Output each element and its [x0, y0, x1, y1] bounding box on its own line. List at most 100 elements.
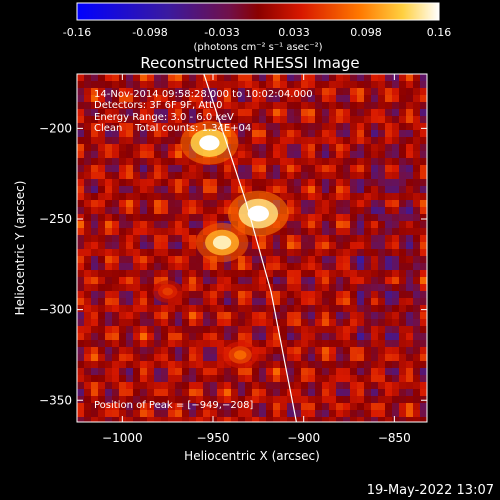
- texture-cell: [161, 172, 168, 179]
- texture-cell: [315, 305, 322, 312]
- texture-cell: [126, 263, 133, 270]
- texture-cell: [287, 144, 294, 151]
- texture-cell: [413, 116, 420, 123]
- texture-cell: [238, 333, 245, 340]
- texture-cell: [336, 368, 343, 375]
- texture-cell: [91, 361, 98, 368]
- texture-cell: [301, 116, 308, 123]
- texture-cell: [350, 88, 357, 95]
- texture-cell: [105, 277, 112, 284]
- texture-cell: [203, 361, 210, 368]
- texture-cell: [378, 95, 385, 102]
- texture-cell: [196, 382, 203, 389]
- texture-cell: [161, 375, 168, 382]
- texture-cell: [84, 144, 91, 151]
- texture-cell: [343, 221, 350, 228]
- texture-cell: [231, 179, 238, 186]
- texture-cell: [413, 354, 420, 361]
- texture-cell: [98, 249, 105, 256]
- texture-cell: [287, 179, 294, 186]
- texture-cell: [210, 326, 217, 333]
- texture-cell: [175, 277, 182, 284]
- texture-cell: [280, 277, 287, 284]
- texture-cell: [343, 109, 350, 116]
- texture-cell: [154, 207, 161, 214]
- texture-cell: [154, 165, 161, 172]
- texture-cell: [203, 277, 210, 284]
- texture-cell: [392, 256, 399, 263]
- texture-cell: [196, 88, 203, 95]
- texture-cell: [350, 193, 357, 200]
- texture-cell: [182, 256, 189, 263]
- texture-cell: [413, 396, 420, 403]
- texture-cell: [224, 361, 231, 368]
- texture-cell: [350, 179, 357, 186]
- texture-cell: [329, 340, 336, 347]
- texture-cell: [189, 298, 196, 305]
- texture-cell: [371, 95, 378, 102]
- texture-cell: [168, 235, 175, 242]
- texture-cell: [259, 319, 266, 326]
- texture-cell: [98, 368, 105, 375]
- texture-cell: [399, 130, 406, 137]
- texture-cell: [182, 95, 189, 102]
- texture-cell: [224, 109, 231, 116]
- texture-cell: [140, 200, 147, 207]
- texture-cell: [350, 326, 357, 333]
- texture-cell: [392, 221, 399, 228]
- texture-cell: [329, 305, 336, 312]
- texture-cell: [357, 263, 364, 270]
- texture-cell: [168, 179, 175, 186]
- texture-cell: [126, 270, 133, 277]
- texture-cell: [168, 333, 175, 340]
- texture-cell: [266, 186, 273, 193]
- texture-cell: [259, 410, 266, 417]
- texture-cell: [84, 340, 91, 347]
- texture-cell: [385, 242, 392, 249]
- texture-cell: [168, 102, 175, 109]
- texture-cell: [105, 88, 112, 95]
- texture-cell: [238, 326, 245, 333]
- texture-cell: [308, 263, 315, 270]
- texture-cell: [231, 417, 238, 422]
- texture-cell: [84, 410, 91, 417]
- texture-cell: [343, 277, 350, 284]
- texture-cell: [266, 235, 273, 242]
- texture-cell: [301, 333, 308, 340]
- texture-cell: [77, 263, 84, 270]
- texture-cell: [392, 312, 399, 319]
- texture-cell: [378, 410, 385, 417]
- texture-cell: [420, 361, 427, 368]
- texture-cell: [308, 102, 315, 109]
- texture-cell: [91, 123, 98, 130]
- texture-cell: [252, 172, 259, 179]
- texture-cell: [77, 144, 84, 151]
- texture-cell: [252, 340, 259, 347]
- texture-cell: [175, 235, 182, 242]
- texture-cell: [406, 382, 413, 389]
- texture-cell: [294, 291, 301, 298]
- texture-cell: [357, 277, 364, 284]
- texture-cell: [280, 179, 287, 186]
- texture-cell: [154, 221, 161, 228]
- texture-cell: [196, 417, 203, 422]
- texture-cell: [273, 130, 280, 137]
- texture-cell: [231, 382, 238, 389]
- texture-cell: [385, 396, 392, 403]
- texture-cell: [252, 116, 259, 123]
- texture-cell: [385, 109, 392, 116]
- texture-cell: [245, 284, 252, 291]
- texture-cell: [231, 396, 238, 403]
- texture-cell: [168, 116, 175, 123]
- texture-cell: [371, 347, 378, 354]
- texture-cell: [329, 102, 336, 109]
- texture-cell: [259, 165, 266, 172]
- texture-cell: [84, 375, 91, 382]
- texture-cell: [364, 172, 371, 179]
- texture-cell: [84, 396, 91, 403]
- texture-cell: [133, 186, 140, 193]
- texture-cell: [336, 396, 343, 403]
- texture-cell: [315, 417, 322, 422]
- texture-cell: [224, 410, 231, 417]
- texture-cell: [420, 298, 427, 305]
